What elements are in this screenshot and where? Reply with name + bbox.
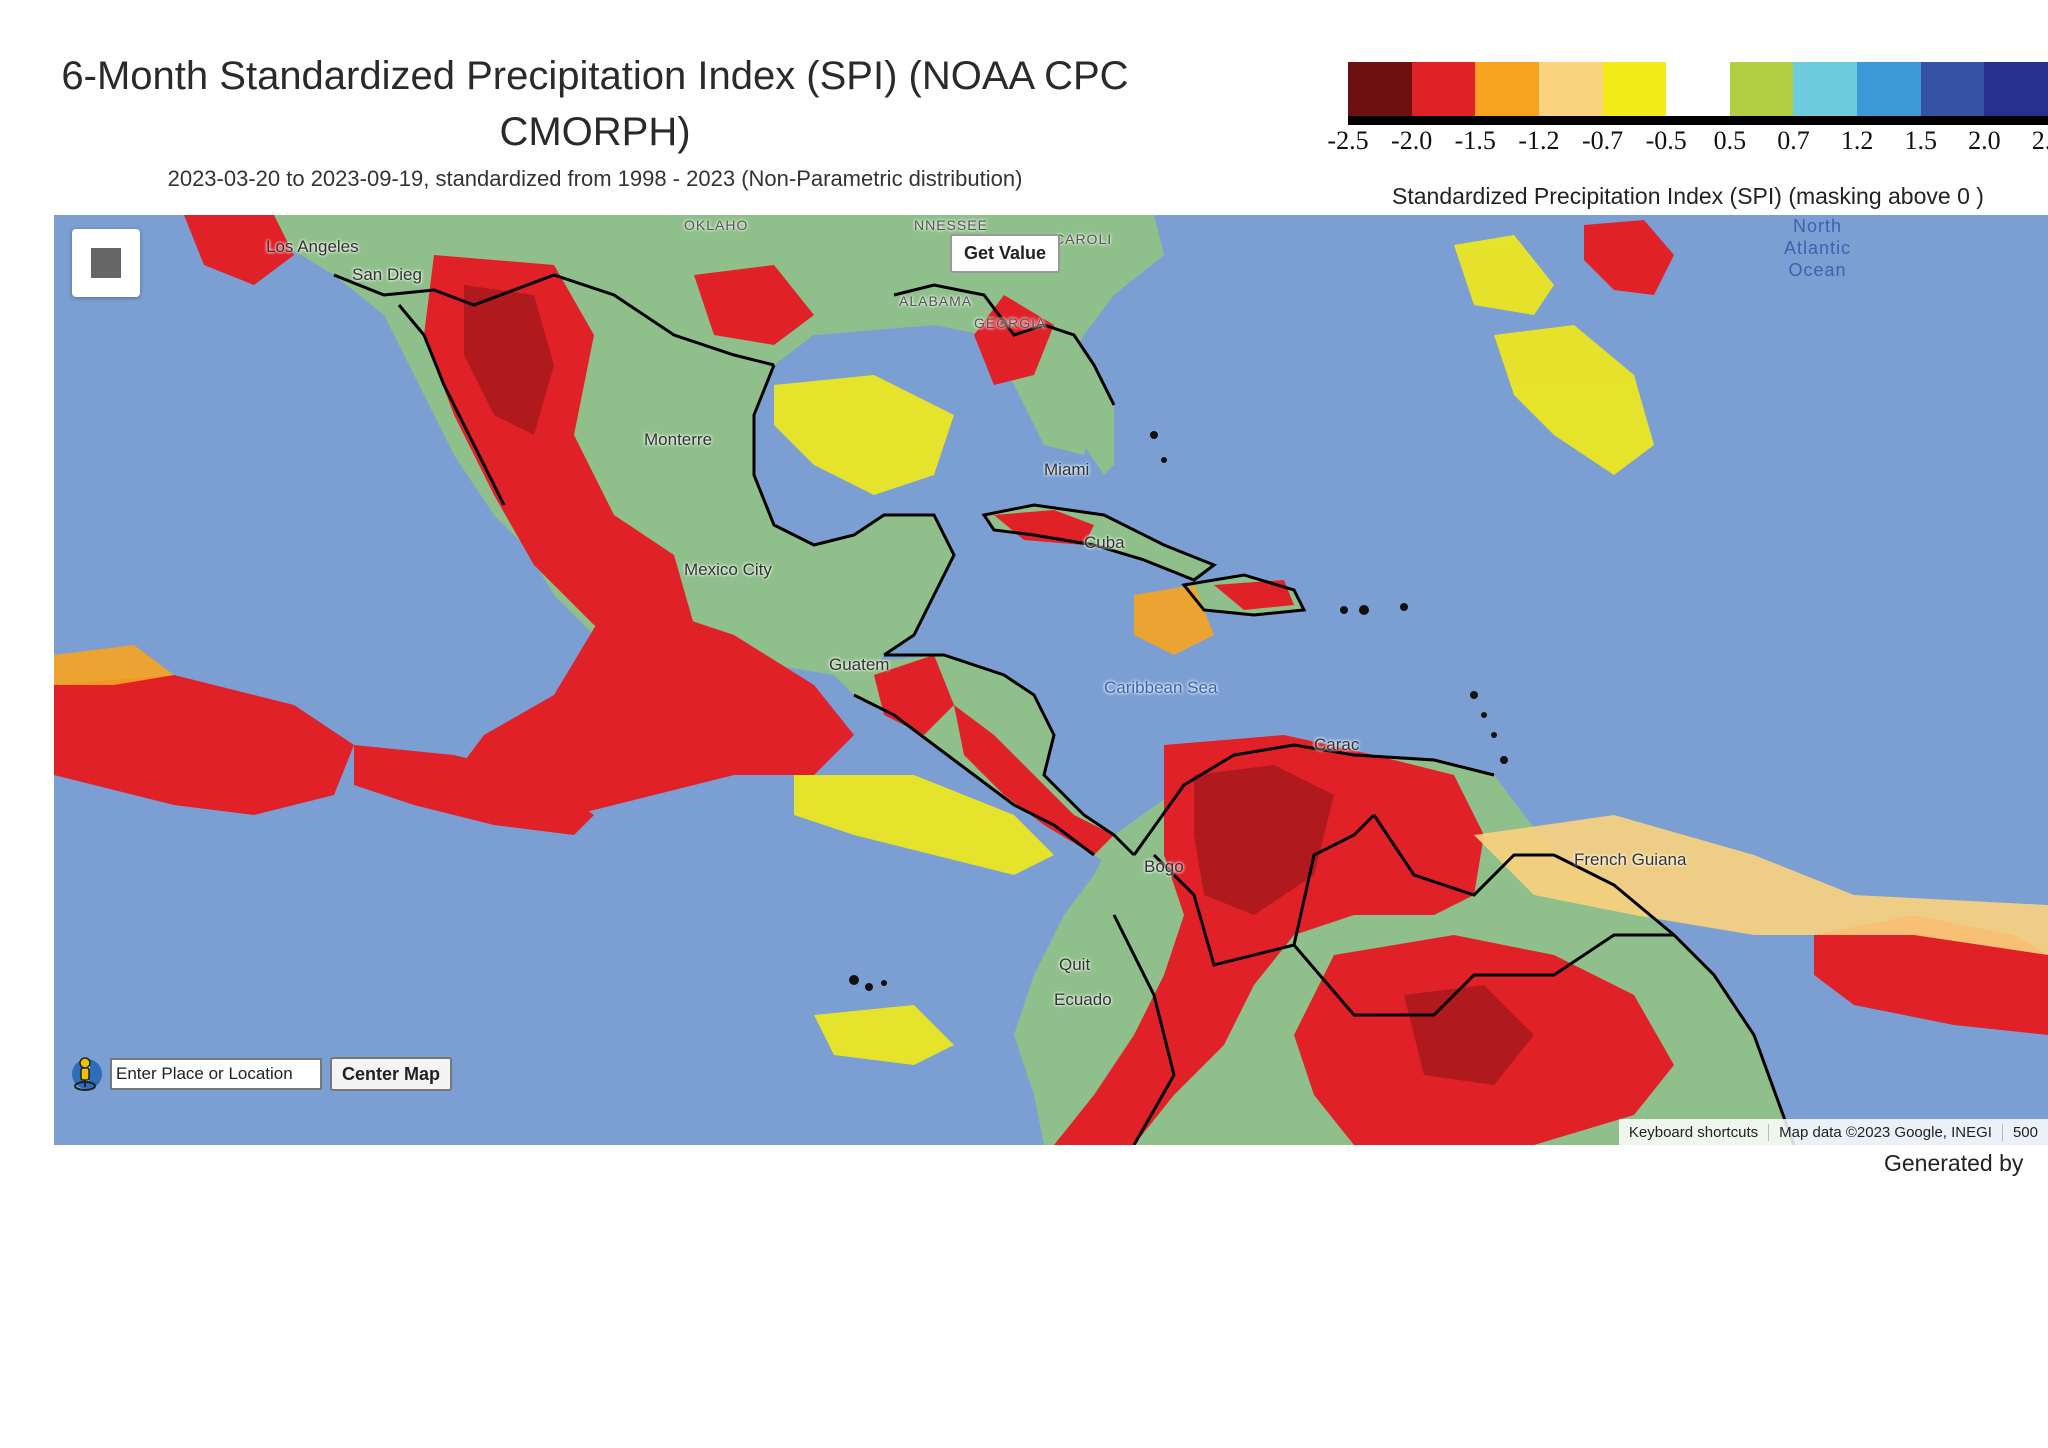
map-label-tennessee: NNESSEE [914, 217, 988, 233]
map-label-french-guiana: French Guiana [1574, 850, 1687, 869]
country-borders [333, 273, 1796, 1145]
legend-tick-label: -1.5 [1454, 126, 1496, 155]
pegman-icon[interactable] [72, 1057, 98, 1091]
map-label-monterrey: Monterre [644, 430, 713, 449]
legend-swatch [1538, 62, 1603, 116]
legend-swatch [1729, 62, 1794, 116]
map-label-caribbean-sea: Caribbean Sea [1104, 678, 1218, 697]
location-search-input[interactable] [110, 1058, 322, 1090]
fullscreen-icon [91, 248, 121, 278]
spi-color-legend [1348, 62, 2048, 125]
legend-tick-label: -0.7 [1581, 126, 1624, 155]
legend-tick-label: -2.5 [1327, 126, 1369, 155]
spi-severe-drought-patches [464, 285, 1534, 1085]
legend-swatch [1857, 62, 1921, 116]
legend-tick-label: 2.0 [1968, 126, 2001, 155]
map-label-oklahoma: OKLAHO [684, 217, 749, 233]
map-label-miami: Miami [1044, 460, 1090, 479]
legend-tick-label: 2.5 [2031, 126, 2048, 155]
map-footer: Keyboard shortcuts Map data ©2023 Google… [1618, 1119, 2048, 1145]
legend-swatch [1984, 62, 2048, 116]
legend-tick-label: -1.2 [1518, 126, 1560, 155]
page-title: 6-Month Standardized Precipitation Index… [61, 54, 1129, 154]
map-label-north-atlantic-ocean: North Atlantic Ocean [1784, 216, 1852, 280]
legend-tick-label: 1.2 [1840, 126, 1874, 155]
legend-swatch [1666, 62, 1730, 116]
spi-drought-patches [54, 215, 2048, 1145]
fullscreen-button[interactable] [72, 229, 140, 297]
map-label-georgia: GEORGIA [974, 315, 1047, 331]
map-label-los-angeles: Los Angeles [266, 237, 359, 256]
map-label-bogota: Bogo [1144, 857, 1184, 876]
legend-tick-label: 1.5 [1904, 126, 1937, 155]
generated-by-label: Generated by [1884, 1150, 2024, 1176]
legend-swatch [1411, 62, 1476, 116]
legend-tick-label: -2.0 [1391, 126, 1433, 155]
map-label-ecuador: Ecuado [1054, 990, 1112, 1009]
map-label-alabama: ALABAMA [899, 293, 973, 309]
land-florida [1044, 325, 1114, 475]
map-label-mexico-city: Mexico City [684, 560, 772, 579]
legend-caption: Standardized Precipitation Index (SPI) (… [1392, 183, 1984, 209]
page-subtitle: 2023-03-20 to 2023-09-19, standardized f… [167, 166, 1023, 191]
map-label-cuba: Cuba [1084, 533, 1125, 552]
map-label-guatemala: Guatem [829, 655, 890, 674]
legend-swatch [1348, 62, 1412, 116]
legend-swatch [1920, 62, 1985, 116]
legend-swatch [1602, 62, 1667, 116]
map-canvas[interactable] [54, 215, 2048, 1145]
legend-tick-label: 0.5 [1713, 126, 1747, 155]
legend-swatch [1475, 62, 1539, 116]
spi-dry-bands [54, 235, 2048, 1065]
map-label-quito: Quit [1059, 955, 1091, 974]
legend-tick-label: 0.7 [1777, 126, 1810, 155]
map-scale-label: 500 [2001, 1123, 2048, 1141]
get-value-button[interactable]: Get Value [950, 234, 1061, 273]
map-label-caracas: Carac [1314, 735, 1360, 754]
islands [849, 431, 1508, 991]
spi-map[interactable]: Los Angeles San Dieg OKLAHO NNESSEE CARO… [54, 215, 2048, 1145]
legend-swatch [1793, 62, 1858, 116]
map-label-carolina: CAROLI [1054, 231, 1113, 247]
center-map-button[interactable]: Center Map [330, 1057, 453, 1091]
map-label-san-diego: San Dieg [352, 265, 422, 284]
legend-tick-label: -0.5 [1645, 126, 1687, 155]
keyboard-shortcuts-link[interactable]: Keyboard shortcuts [1628, 1123, 1759, 1141]
legend-tick-labels: -2.5 -2.0 -1.5 -1.2 -0.7 -0.5 0.5 0.7 1.2 1.5 2.0 2… [1320, 126, 2048, 158]
map-attribution: Map data ©2023 Google, INEGI [1768, 1123, 2002, 1141]
location-search-bar: i Center Map [72, 1057, 453, 1091]
